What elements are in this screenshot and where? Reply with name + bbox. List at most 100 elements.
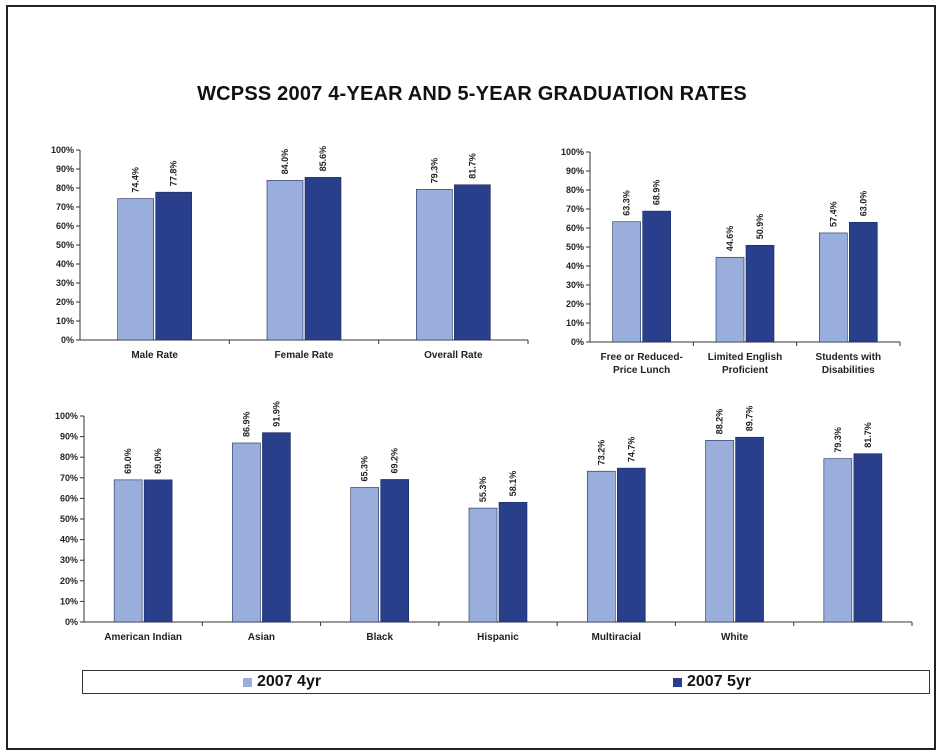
y-tick-label: 80% — [56, 183, 74, 193]
legend: 2007 4yr 2007 5yr — [82, 670, 930, 694]
data-label: 44.6% — [725, 226, 735, 252]
bar-5yr — [454, 184, 491, 341]
y-tick-label: 40% — [60, 535, 78, 545]
y-tick-label: 90% — [60, 432, 78, 442]
data-label: 57.4% — [828, 201, 838, 227]
data-label: 86.9% — [241, 411, 251, 437]
category-label: Asian — [248, 632, 275, 643]
legend-swatch-5yr — [673, 677, 682, 687]
category-label: Multiracial — [592, 632, 642, 643]
y-tick-label: 70% — [56, 202, 74, 212]
bar-4yr — [468, 507, 498, 623]
data-label: 77.8% — [169, 161, 179, 187]
data-label: 69.0% — [153, 448, 163, 474]
category-label: American Indian — [104, 632, 182, 643]
y-tick-label: 90% — [566, 166, 584, 176]
y-tick-label: 60% — [60, 493, 78, 503]
category-label: Students with — [816, 352, 882, 363]
data-label: 84.0% — [280, 149, 290, 175]
bar-4yr — [117, 198, 154, 341]
y-tick-label: 60% — [56, 221, 74, 231]
bar-5yr — [849, 222, 878, 343]
data-label: 91.9% — [271, 401, 281, 427]
category-label: Female Rate — [275, 350, 334, 361]
bar-5yr — [380, 479, 410, 623]
bar-5yr — [853, 453, 883, 623]
y-tick-label: 10% — [56, 316, 74, 326]
data-label: 79.3% — [833, 427, 843, 453]
data-label: 81.7% — [467, 153, 477, 179]
data-label: 58.1% — [508, 471, 518, 497]
data-label: 50.9% — [755, 214, 765, 240]
bar-5yr — [498, 502, 528, 623]
y-tick-label: 20% — [566, 299, 584, 309]
category-label: Free or Reduced- — [601, 352, 683, 363]
y-tick-label: 30% — [60, 555, 78, 565]
y-tick-label: 70% — [60, 473, 78, 483]
y-tick-label: 100% — [55, 411, 78, 421]
data-label: 69.2% — [390, 448, 400, 474]
data-label: 74.4% — [131, 167, 141, 193]
category-label: Male Rate — [131, 350, 178, 361]
bar-5yr — [262, 432, 291, 623]
category-label: White — [721, 632, 749, 643]
data-label: 81.7% — [863, 422, 873, 448]
chart-title: WCPSS 2007 4-YEAR AND 5-YEAR GRADUATION … — [197, 83, 747, 105]
data-label: 79.3% — [429, 158, 439, 184]
bar-4yr — [416, 189, 453, 341]
category-label: Price Lunch — [613, 365, 670, 376]
bar-5yr — [143, 479, 173, 623]
y-tick-label: 50% — [56, 240, 74, 250]
y-tick-label: 30% — [56, 278, 74, 288]
category-label: Overall Rate — [424, 350, 483, 361]
y-tick-label: 100% — [561, 147, 584, 157]
bar-4yr — [586, 470, 616, 623]
bar-5yr — [745, 244, 775, 343]
y-tick-label: 70% — [566, 204, 584, 214]
y-tick-label: 90% — [56, 164, 74, 174]
legend-item-4yr: 2007 4yr — [243, 673, 321, 691]
bar-4yr — [350, 487, 380, 623]
bar-5yr — [155, 191, 192, 341]
data-label: 63.3% — [622, 190, 632, 216]
bar-5yr — [735, 436, 764, 623]
bar-4yr — [823, 458, 853, 623]
data-label: 88.2% — [715, 409, 725, 435]
category-label: Black — [366, 632, 393, 643]
y-tick-label: 20% — [60, 576, 78, 586]
bar-4yr — [232, 442, 261, 623]
category-label: Hispanic — [477, 632, 519, 643]
y-tick-label: 40% — [56, 259, 74, 269]
report-frame — [6, 5, 936, 750]
y-tick-label: 40% — [566, 261, 584, 271]
bar-4yr — [715, 256, 745, 343]
data-label: 69.0% — [123, 448, 133, 474]
y-tick-label: 0% — [61, 335, 74, 345]
y-tick-label: 50% — [60, 514, 78, 524]
bar-4yr — [266, 180, 304, 341]
y-tick-label: 80% — [60, 452, 78, 462]
y-tick-label: 0% — [65, 617, 78, 627]
legend-label-4yr: 2007 4yr — [257, 673, 322, 690]
category-label: Proficient — [722, 365, 769, 376]
data-label: 68.9% — [652, 180, 662, 206]
y-tick-label: 60% — [566, 223, 584, 233]
y-tick-label: 50% — [566, 242, 584, 252]
y-tick-label: 0% — [571, 337, 584, 347]
bar-4yr — [612, 221, 641, 343]
data-label: 73.2% — [596, 440, 606, 466]
y-tick-label: 10% — [60, 596, 78, 606]
legend-label-5yr: 2007 5yr — [687, 673, 752, 690]
y-tick-label: 20% — [56, 297, 74, 307]
y-tick-label: 10% — [566, 318, 584, 328]
data-label: 63.0% — [858, 191, 868, 217]
legend-swatch-4yr — [243, 677, 252, 687]
data-label: 74.7% — [626, 437, 636, 463]
legend-item-5yr: 2007 5yr — [673, 673, 751, 691]
data-label: 55.3% — [478, 477, 488, 503]
bar-5yr — [304, 177, 342, 341]
y-tick-label: 30% — [566, 280, 584, 290]
category-label: Disabilities — [822, 365, 875, 376]
